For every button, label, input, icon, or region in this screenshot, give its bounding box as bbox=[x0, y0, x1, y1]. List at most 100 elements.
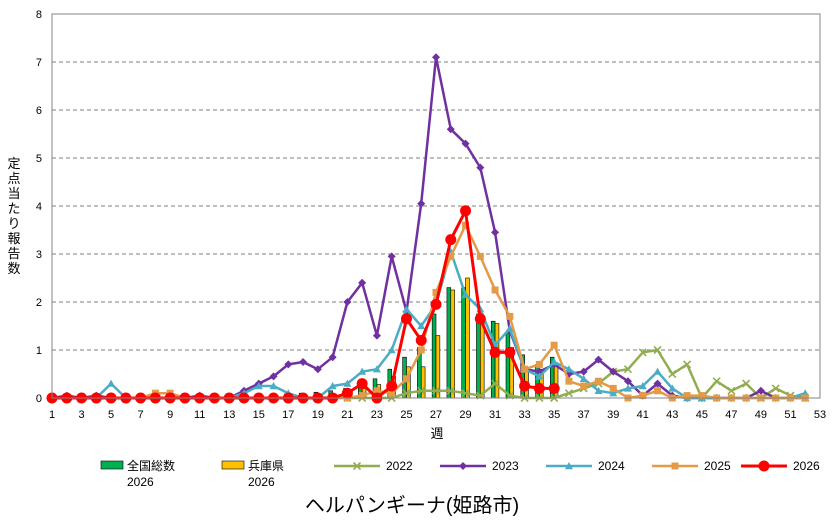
point bbox=[417, 346, 425, 354]
point bbox=[402, 375, 410, 383]
point bbox=[447, 252, 455, 260]
point bbox=[506, 312, 514, 320]
point bbox=[712, 377, 721, 386]
x-tick-label: 43 bbox=[666, 409, 678, 421]
legend-swatch bbox=[100, 460, 124, 470]
x-tick-label: 15 bbox=[253, 409, 265, 421]
point bbox=[683, 360, 692, 369]
point bbox=[417, 199, 426, 208]
legend-label: 2026 bbox=[248, 475, 275, 489]
series-2025 bbox=[48, 221, 809, 402]
x-tick-label: 13 bbox=[223, 409, 235, 421]
legend-label: 2026 bbox=[127, 475, 154, 489]
point bbox=[461, 389, 470, 398]
point bbox=[564, 389, 573, 398]
plot-frame bbox=[51, 13, 821, 399]
point bbox=[671, 462, 679, 470]
point bbox=[460, 205, 472, 217]
legend-item: 2023 bbox=[440, 459, 519, 473]
point bbox=[519, 380, 531, 392]
x-tick-label: 41 bbox=[637, 409, 649, 421]
legend-swatch bbox=[221, 460, 245, 470]
y-axis-title: 定点当たり報告数 bbox=[7, 156, 20, 276]
point bbox=[432, 53, 440, 62]
y-tick-label: 4 bbox=[36, 201, 42, 213]
series-line bbox=[52, 223, 806, 400]
bar bbox=[461, 287, 466, 399]
x-tick-label: 23 bbox=[371, 409, 383, 421]
point bbox=[535, 372, 544, 380]
point bbox=[431, 386, 441, 395]
point bbox=[594, 386, 603, 394]
y-tick-label: 0 bbox=[36, 393, 42, 405]
point bbox=[654, 387, 662, 395]
point bbox=[550, 341, 558, 349]
point bbox=[742, 379, 751, 388]
point bbox=[521, 365, 529, 373]
bar bbox=[505, 332, 511, 399]
point bbox=[756, 386, 765, 395]
point bbox=[417, 386, 426, 395]
point bbox=[400, 313, 412, 325]
point bbox=[771, 384, 780, 393]
x-tick-label: 27 bbox=[430, 409, 442, 421]
point bbox=[579, 374, 588, 382]
x-tick-label: 49 bbox=[755, 409, 767, 421]
point bbox=[269, 382, 278, 390]
point bbox=[639, 392, 647, 400]
chart-title: ヘルパンギーナ(姫路市) bbox=[305, 494, 519, 517]
x-tick-label: 33 bbox=[518, 409, 530, 421]
point bbox=[579, 367, 588, 376]
point bbox=[638, 348, 647, 357]
point bbox=[341, 387, 353, 399]
point bbox=[476, 163, 485, 172]
bar bbox=[446, 287, 452, 399]
point bbox=[386, 380, 398, 392]
point bbox=[387, 252, 396, 261]
point bbox=[462, 221, 470, 229]
point bbox=[533, 382, 545, 394]
bar bbox=[431, 313, 437, 399]
point bbox=[388, 389, 396, 397]
series-2023 bbox=[48, 53, 810, 402]
point bbox=[683, 392, 691, 400]
point bbox=[565, 377, 573, 385]
legend-item: 2026 bbox=[741, 459, 820, 473]
legend-item: 2024 bbox=[546, 459, 625, 473]
point bbox=[356, 378, 368, 390]
x-tick-labels: 1 3 5 7 9 11 13 15 17 19 21 23 25 27 29 31 33 35 37 39 41 43 4… bbox=[49, 409, 826, 421]
x-tick-label: 37 bbox=[578, 409, 590, 421]
series-line bbox=[51, 55, 806, 400]
point bbox=[668, 384, 677, 392]
x-tick-label: 19 bbox=[312, 409, 324, 421]
legend-item: 2025 bbox=[652, 459, 731, 473]
point bbox=[491, 286, 499, 294]
point bbox=[580, 382, 588, 390]
x-tick-label: 25 bbox=[400, 409, 412, 421]
point bbox=[653, 345, 662, 355]
point bbox=[624, 384, 632, 392]
point bbox=[328, 353, 337, 362]
point bbox=[564, 365, 573, 373]
x-tick-label: 51 bbox=[784, 409, 796, 421]
x-tick-label: 1 bbox=[49, 409, 55, 421]
point bbox=[505, 324, 514, 332]
legend-item: 兵庫県 2026 bbox=[221, 459, 284, 489]
point bbox=[402, 389, 411, 398]
x-tick-label: 45 bbox=[696, 409, 708, 421]
point bbox=[668, 369, 677, 379]
x-tick-label: 35 bbox=[548, 409, 560, 421]
point bbox=[343, 379, 352, 387]
point bbox=[373, 387, 381, 395]
point bbox=[609, 384, 617, 392]
x-tick-label: 17 bbox=[282, 409, 294, 421]
point bbox=[343, 298, 352, 306]
legend-label: 2024 bbox=[598, 459, 625, 473]
bar bbox=[450, 289, 455, 399]
point bbox=[594, 355, 603, 364]
legend-label: 全国総数 bbox=[127, 458, 175, 473]
y-tick-label: 6 bbox=[36, 105, 42, 117]
point bbox=[653, 367, 662, 375]
point bbox=[430, 298, 442, 310]
x-axis-title: 週 bbox=[430, 426, 443, 441]
